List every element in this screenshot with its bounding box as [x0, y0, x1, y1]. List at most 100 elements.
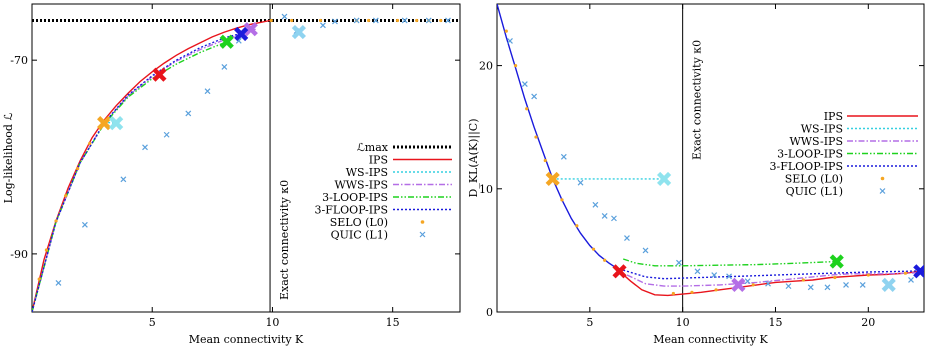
quic-point [221, 64, 228, 70]
legend-label: IPS [369, 154, 388, 167]
quic-point-stroke-b [281, 13, 288, 20]
quic-point [601, 212, 608, 219]
x-tick-label: 15 [386, 316, 400, 329]
selo-point [866, 273, 870, 277]
quic-point-stroke-b [204, 88, 211, 95]
plot-frame [31, 3, 461, 313]
quic-point [507, 38, 513, 44]
y-tick-label: 20 [479, 60, 493, 73]
big-marker-3-loop-ips [219, 34, 234, 49]
quic-point-stroke-b [807, 284, 814, 291]
legend-swatch [420, 220, 425, 224]
quic-point [521, 81, 528, 88]
quic-point-stroke-b [185, 110, 192, 117]
quic-point [765, 280, 771, 287]
legend: ℒmaxIPSWS-IPSWWS-IPS3-LOOP-IPS3-FLOOP-IP… [315, 141, 452, 242]
chart-panel-2: 5 10 15 20 0 10 20 Mean connectivity K D_KL(A(K)… [467, 3, 925, 346]
y-tick-label: 10 [479, 183, 493, 196]
legend-label: 3-LOOP-IPS [777, 148, 843, 161]
quic-point [120, 176, 127, 183]
quic-point [592, 201, 599, 208]
big-marker-stroke-b [291, 24, 306, 40]
exact-connectivity-label: Exact connectivity κ0 [278, 180, 291, 300]
x-axis-title: Mean connectivity K [653, 333, 768, 346]
big-marker-quic [881, 277, 896, 292]
quic-point [55, 280, 62, 286]
series-line-3-loop-ips [32, 41, 228, 312]
series-line-3-loop-ips [622, 258, 837, 267]
legend-swatch-stroke-b [419, 231, 426, 238]
quic-point [204, 88, 211, 95]
big-marker-stroke-b [243, 22, 258, 37]
series-line-ips [619, 270, 921, 297]
quic-point-stroke-b [611, 215, 617, 222]
legend-label: 3-FLOOP-IPS [770, 160, 844, 173]
x-tick-label: 10 [265, 316, 279, 329]
selo-point [318, 18, 323, 23]
legend-label: WS-IPS [801, 123, 843, 136]
quic-point-stroke-b [824, 284, 831, 291]
selo-point [88, 141, 92, 146]
selo-point [690, 290, 694, 294]
quic-point [624, 235, 630, 242]
quic-point [401, 17, 408, 24]
quic-point [824, 284, 831, 291]
big-marker-stroke-b [656, 171, 672, 187]
quic-point [185, 110, 192, 117]
quic-point-stroke-b [235, 37, 242, 44]
quic-point [785, 283, 792, 290]
quic-point [711, 272, 718, 278]
big-marker-stroke-b [545, 171, 560, 187]
quic-point [908, 277, 914, 283]
quic-point-stroke-b [642, 247, 649, 254]
exact-connectivity-label: Exact connectivity κ0 [691, 40, 704, 160]
legend-label: WWS-IPS [789, 135, 843, 148]
quic-point-stroke-b [711, 272, 718, 278]
quic-point-stroke-b [425, 17, 432, 24]
quic-point [281, 13, 288, 20]
x-tick-label: 5 [586, 316, 593, 329]
quic-point [694, 268, 701, 275]
quic-point-stroke-b [765, 280, 771, 287]
y-axis-title: D_KL(A(K)||C) [467, 119, 481, 198]
quic-point-stroke-b [577, 179, 584, 186]
selo-point [714, 288, 718, 292]
x-tick-label: 10 [676, 316, 690, 329]
selo-point [513, 64, 518, 68]
quic-point-stroke-b [521, 81, 528, 88]
selo-point [415, 18, 419, 23]
quic-point-stroke-b [401, 17, 408, 24]
quic-point-stroke-b [859, 281, 866, 288]
big-marker-stroke-b [731, 277, 746, 292]
quic-point [676, 259, 682, 266]
quic-point [425, 17, 432, 24]
big-marker-ws-ips [656, 171, 672, 187]
legend-swatch [879, 188, 886, 194]
quic-point-stroke-b [120, 176, 127, 183]
plot-frame [496, 3, 925, 313]
big-marker-stroke-b [881, 277, 896, 292]
selo-point [903, 271, 908, 275]
big-marker-ips [612, 264, 627, 279]
quic-point-stroke-b [843, 281, 849, 288]
quic-point [843, 281, 849, 288]
quic-point [353, 17, 360, 24]
legend-label: QUIC (L1) [786, 185, 843, 198]
legend-label: WWS-IPS [334, 179, 388, 192]
legend-label: ℒmax [357, 141, 389, 154]
selo-point [833, 275, 837, 280]
selo-point [504, 29, 508, 33]
selo-point [367, 18, 371, 23]
legend: IPSWS-IPSWWS-IPS3-LOOP-IPS3-FLOOP-IPSSEL… [770, 110, 918, 198]
quic-point-stroke-b [372, 17, 379, 24]
big-marker-3-floop-ips [234, 26, 249, 42]
quic-point-stroke-b [560, 153, 567, 160]
big-marker-ws-ips [97, 116, 112, 131]
big-marker-wws-ips [731, 277, 746, 292]
big-marker-wws-ips [243, 22, 258, 37]
selo-point [54, 219, 58, 223]
selo-point [575, 224, 579, 228]
y-tick-label: -90 [10, 248, 28, 261]
quic-point-stroke-b [601, 212, 608, 219]
